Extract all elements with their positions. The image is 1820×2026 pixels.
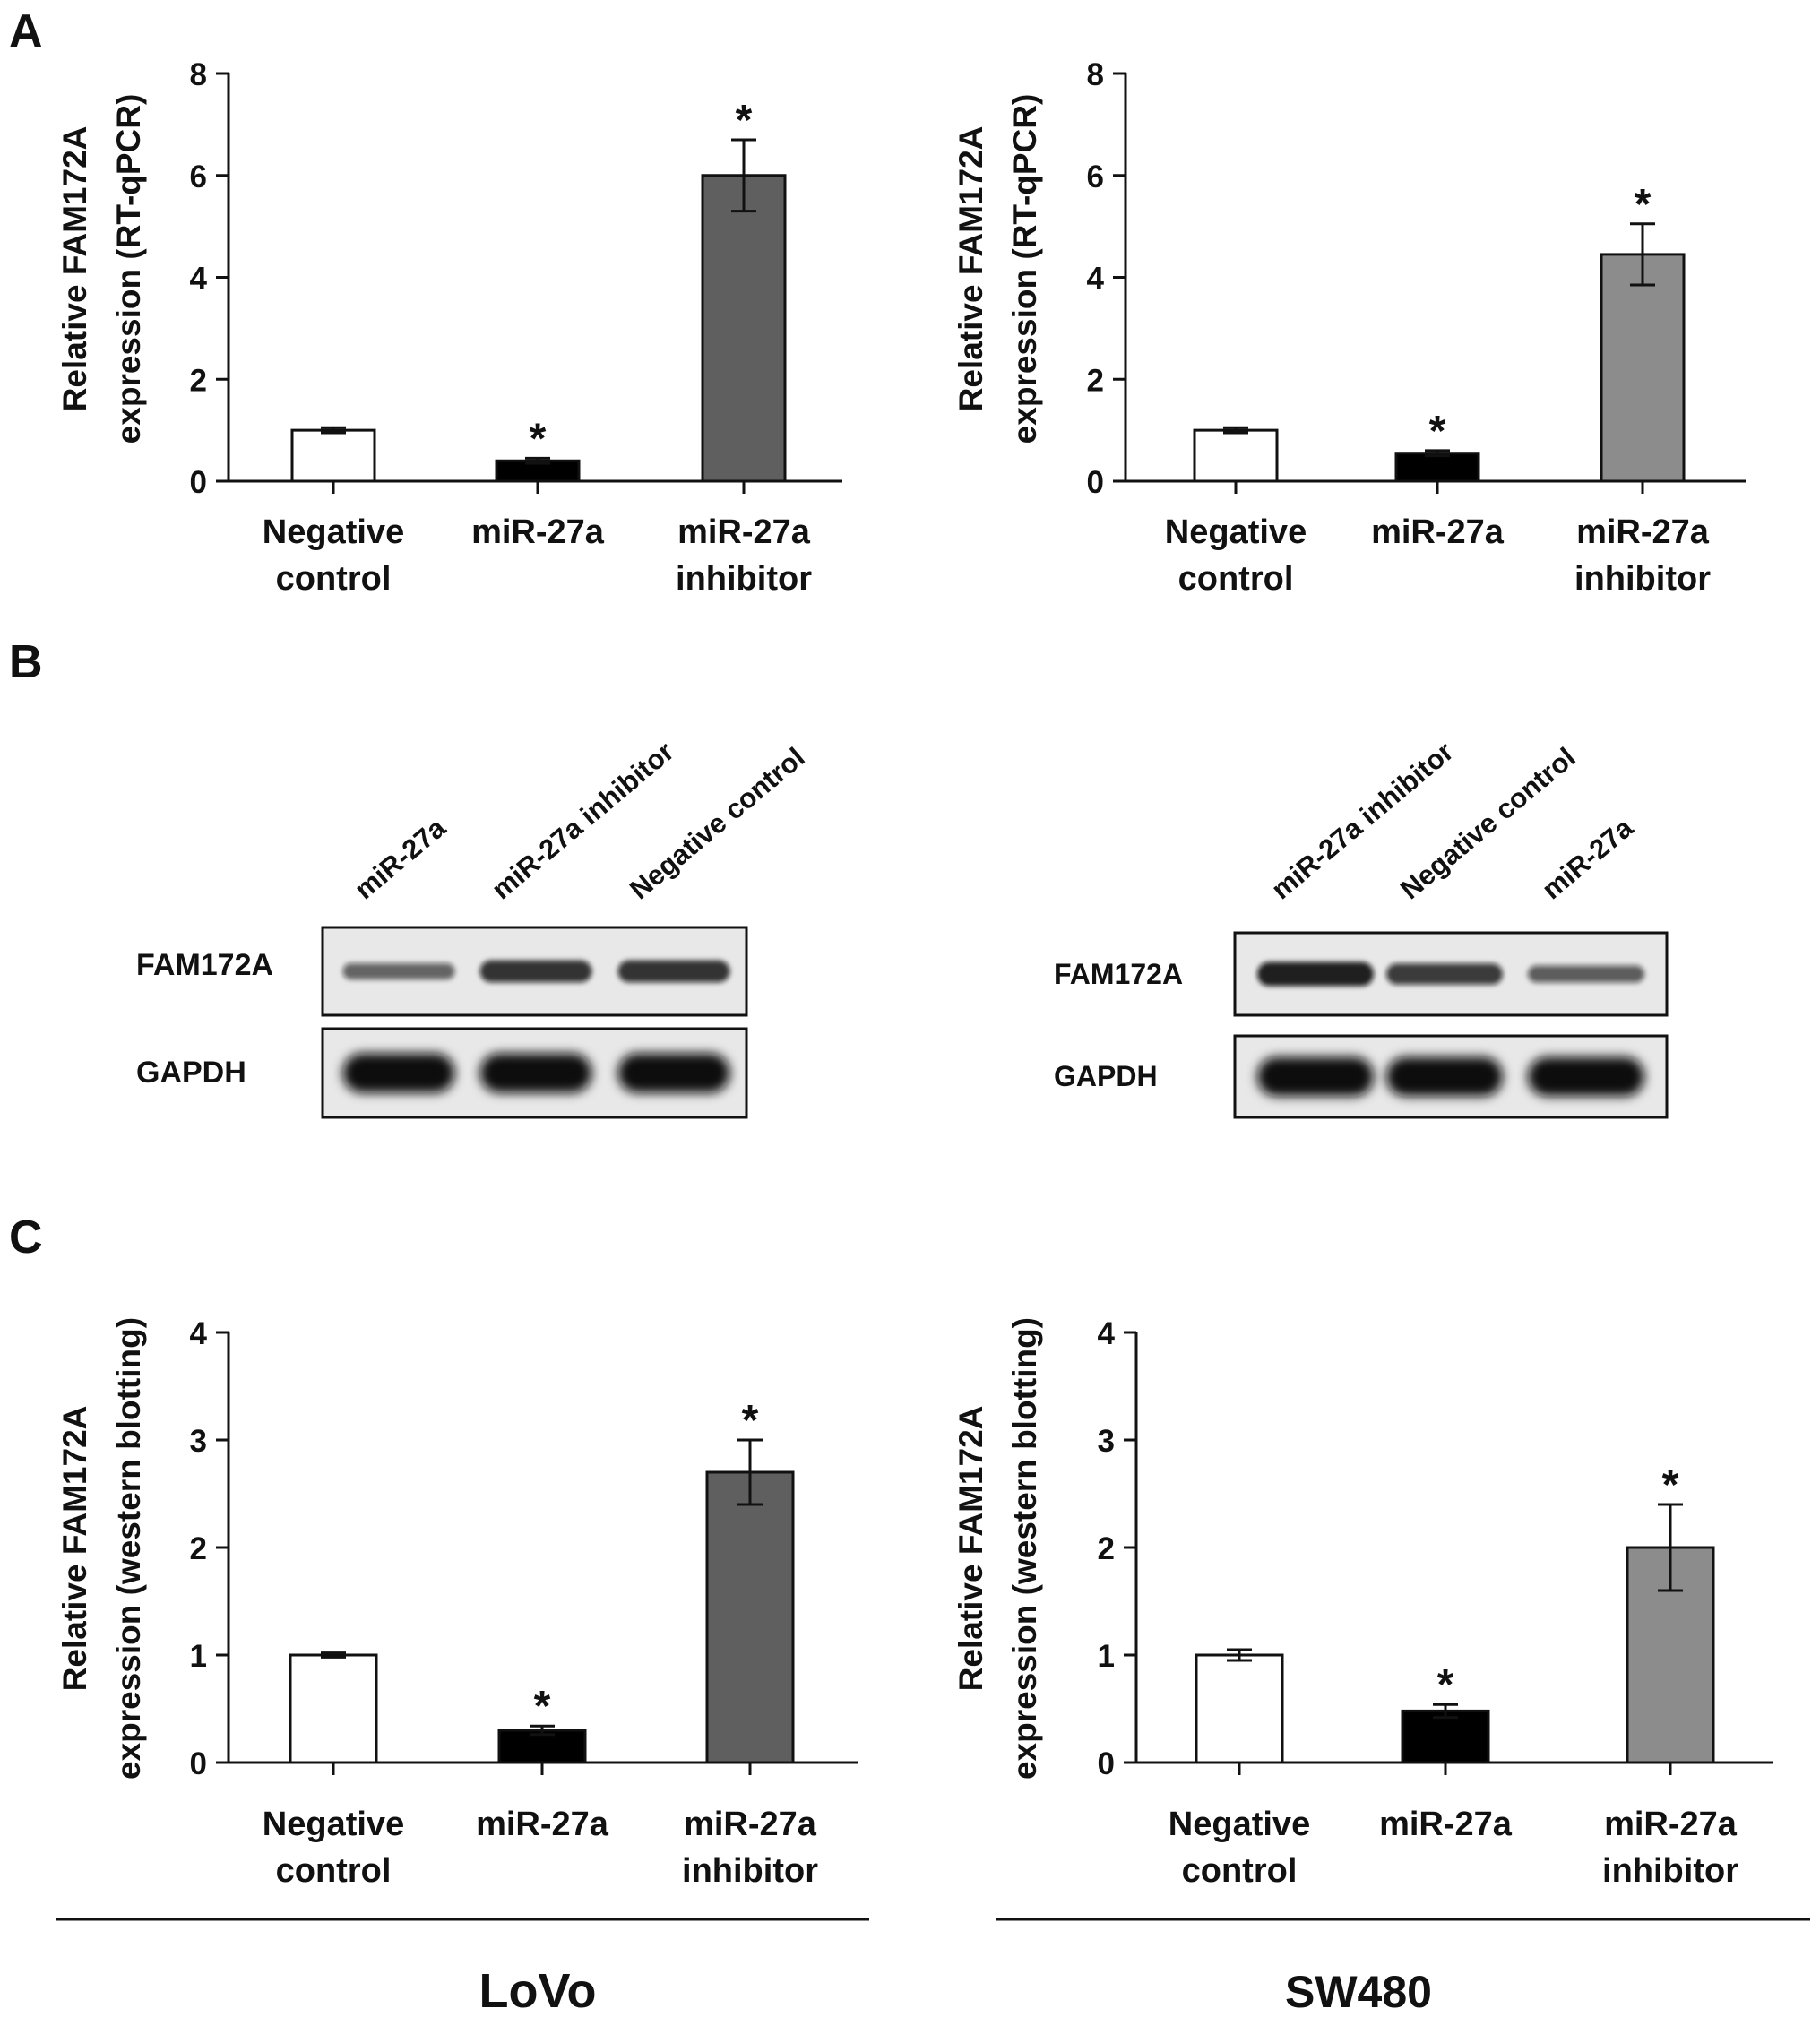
blot-lane-label: miR-27a [349,812,452,906]
x-tick-label: miR-27a [1576,513,1710,551]
bar [1394,452,1480,483]
blot-band [617,1053,730,1093]
x-tick-label: miR-27a [1371,513,1505,551]
y-tick-label: 1 [1098,1639,1115,1674]
bar [289,1653,378,1764]
y-tick-label: 4 [1087,262,1105,297]
y-axis-title: Relative FAM172A [56,126,93,412]
chart-c-lovo: 0 1 2 3 4 Relative FAM172A expression (western… [56,1316,858,1890]
y-axis-title: Relative FAM172A [953,126,989,412]
blot-band [1257,961,1374,987]
bar [1600,253,1686,483]
x-tick-label: Negative [1165,513,1307,551]
y-tick-label: 0 [190,1746,207,1781]
blot-band [342,962,455,980]
blot-row-label: FAM172A [1054,958,1183,990]
x-tick-label: Negative [263,513,404,551]
bar [1195,1653,1284,1764]
x-tick-label: miR-27a [684,1806,817,1843]
blot-band [1386,1056,1503,1097]
y-tick-label: 0 [1087,465,1104,500]
y-tick-label: 2 [190,363,207,398]
bar [290,428,376,483]
y-tick-label: 1 [190,1639,207,1674]
y-axis-title: expression (western blotting) [1006,1317,1043,1780]
blot-band [1528,1056,1644,1097]
y-axis-title: expression (RT-qPCR) [1006,94,1043,444]
y-tick-label: 0 [190,465,207,500]
chart-c-sw480: 0 1 2 3 4 Relative FAM172A expression (western… [953,1316,1773,1890]
y-tick-label: 4 [190,1316,208,1351]
y-tick-label: 4 [1098,1316,1116,1351]
y-axis-title: Relative FAM172A [953,1406,989,1692]
x-tick-label: inhibitor [682,1852,818,1890]
x-tick-label: inhibitor [1602,1852,1738,1890]
cell-line-label-sw480: SW480 [1285,1967,1432,2017]
blot-lane-label: miR-27a [1536,812,1639,906]
blot-band [479,1053,592,1093]
cell-line-label-lovo: LoVo [479,1964,597,2018]
x-tick-label: control [1182,1852,1298,1890]
bar [701,174,787,483]
x-tick-label: Negative [1169,1806,1310,1843]
significance-marker: * [742,1397,759,1444]
blot-band [1528,965,1644,983]
panel-letter-b: B [9,636,43,688]
blot-band [1386,963,1503,985]
panel-letter-a: A [9,5,43,57]
chart-a-sw480: 0 2 4 6 8 Relative FAM172A expression (RT-qPCR… [953,57,1746,598]
significance-marker: * [1437,1661,1454,1709]
significance-marker: * [530,415,547,462]
y-tick-label: 6 [1087,159,1104,194]
y-tick-label: 2 [1098,1531,1115,1566]
y-axis-title: expression (RT-qPCR) [110,94,147,444]
x-tick-label: miR-27a [471,513,605,551]
blot-band [342,1053,455,1093]
x-tick-label: miR-27a [1379,1806,1513,1843]
y-tick-label: 0 [1098,1746,1115,1781]
significance-marker: * [534,1683,551,1730]
y-tick-label: 8 [1087,57,1104,92]
chart-a-lovo: 0 2 4 6 8 Relative FAM172A expression (RT-qPCR… [56,57,842,598]
bar [1193,428,1279,483]
x-tick-label: control [1178,560,1294,598]
y-tick-label: 6 [190,159,207,194]
significance-marker: * [1662,1461,1679,1509]
x-tick-label: miR-27a [476,1806,609,1843]
y-tick-label: 3 [1098,1424,1115,1459]
panel-letter-c: C [9,1211,43,1263]
blot-row-label: GAPDH [1054,1060,1158,1092]
blot-row-label: GAPDH [136,1056,246,1090]
blot-band [1257,1056,1374,1097]
significance-marker: * [1635,181,1652,228]
y-tick-label: 2 [1087,363,1104,398]
blot-band [617,960,730,983]
bar [705,1470,795,1764]
y-tick-label: 8 [190,57,207,92]
significance-marker: * [736,97,753,144]
blot-row-label: FAM172A [136,948,273,982]
x-tick-label: Negative [263,1806,404,1843]
x-tick-label: control [276,1852,392,1890]
y-axis-title: Relative FAM172A [56,1406,93,1692]
blot-band [479,960,592,983]
x-tick-label: miR-27a [677,513,811,551]
x-tick-label: miR-27a [1604,1806,1738,1843]
y-tick-label: 3 [190,1424,207,1459]
significance-marker: * [1429,408,1446,455]
x-tick-label: inhibitor [1574,560,1711,598]
y-axis-title: expression (western blotting) [110,1317,147,1780]
y-tick-label: 4 [190,262,208,297]
x-tick-label: control [276,560,392,598]
y-tick-label: 2 [190,1531,207,1566]
x-tick-label: inhibitor [676,560,812,598]
